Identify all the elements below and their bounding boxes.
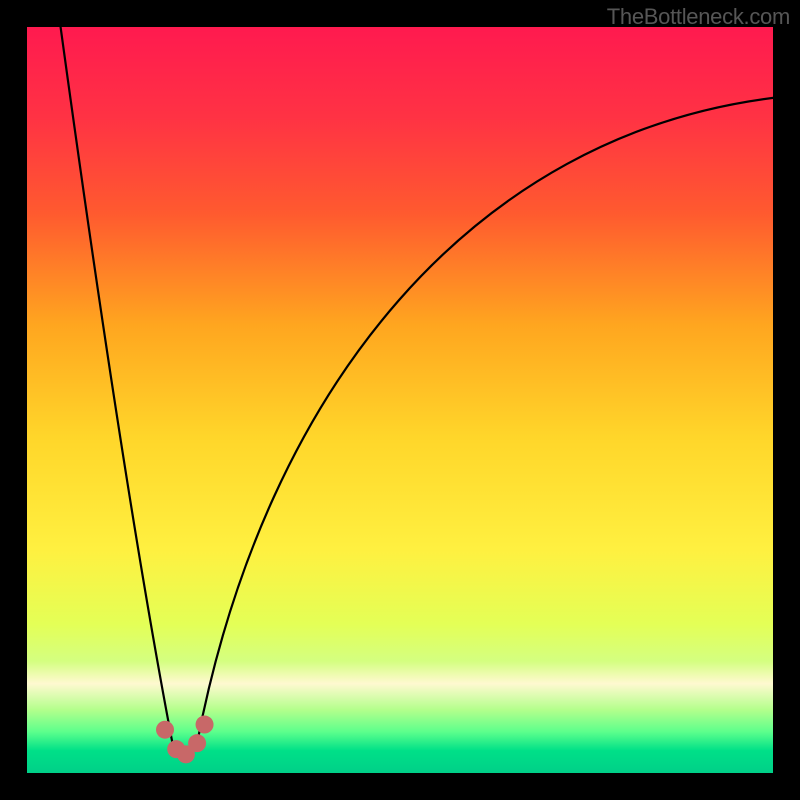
valley-marker: [188, 734, 206, 752]
chart-stage: TheBottleneck.com: [0, 0, 800, 800]
plot-area: [27, 27, 773, 773]
valley-marker: [196, 716, 214, 734]
gradient-background: [27, 27, 773, 773]
watermark-text: TheBottleneck.com: [607, 4, 790, 30]
valley-marker: [156, 721, 174, 739]
chart-svg: [27, 27, 773, 773]
